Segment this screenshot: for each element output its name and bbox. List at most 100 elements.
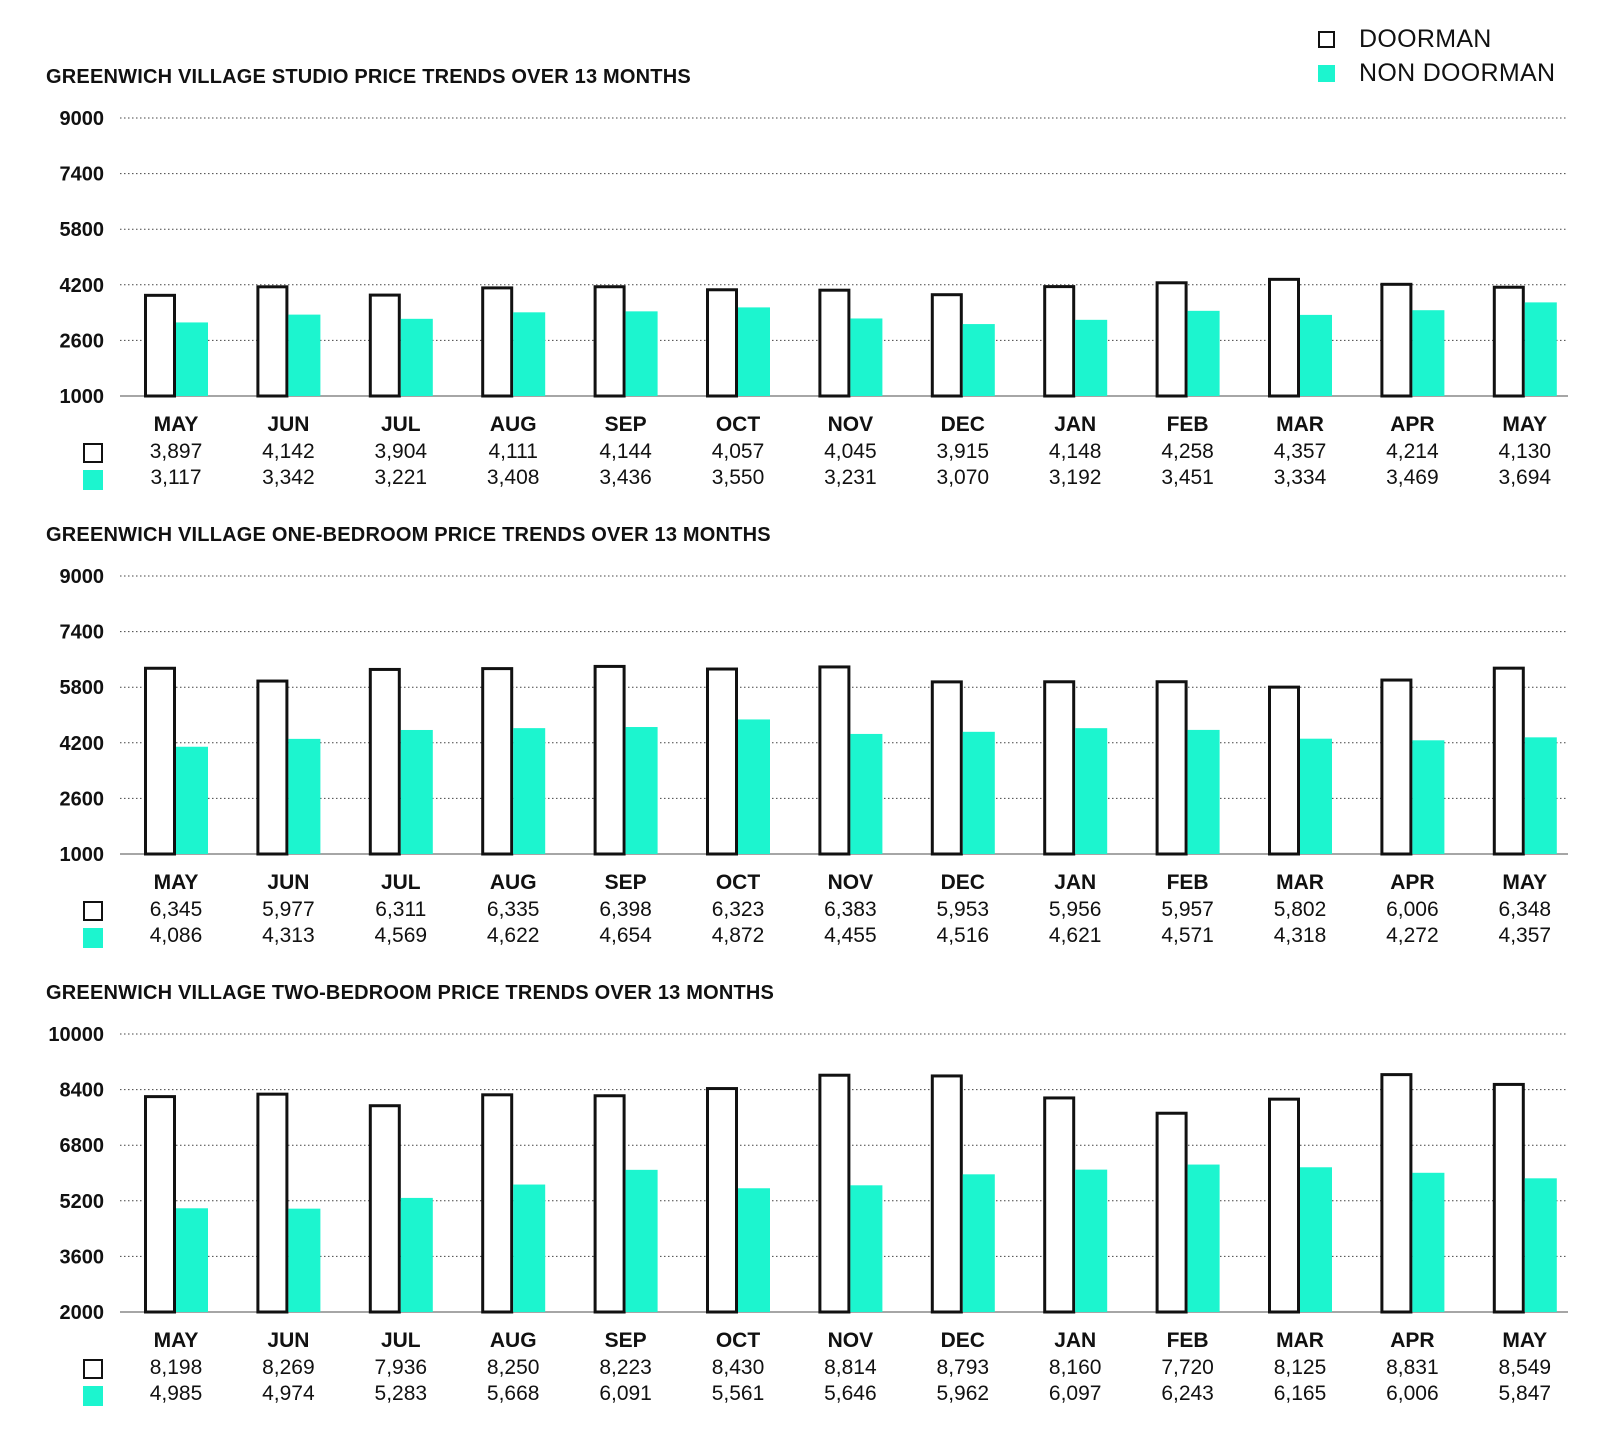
bar-nondoorman[interactable]: [176, 746, 208, 854]
bar-doorman[interactable]: [256, 679, 289, 856]
data-label-doorman: 4,144: [599, 440, 652, 463]
bar-doorman[interactable]: [706, 667, 738, 856]
bar-nondoorman[interactable]: [1075, 1169, 1108, 1312]
bar-doorman[interactable]: [481, 667, 514, 856]
bar-nondoorman[interactable]: [1075, 319, 1108, 396]
bar-nondoorman[interactable]: [1187, 729, 1220, 854]
bar-nondoorman[interactable]: [288, 1208, 321, 1312]
bar-doorman[interactable]: [1268, 277, 1300, 398]
bar-nondoorman[interactable]: [400, 1197, 433, 1312]
bar-doorman[interactable]: [1380, 678, 1413, 856]
bar-doorman[interactable]: [1268, 1097, 1300, 1314]
bar-nondoorman[interactable]: [513, 1184, 546, 1312]
bar-doorman[interactable]: [930, 680, 963, 856]
y-tick-label: 9000: [60, 108, 105, 130]
bar-nondoorman[interactable]: [513, 728, 546, 854]
bar-nondoorman[interactable]: [738, 719, 770, 854]
bar-doorman[interactable]: [256, 285, 289, 398]
x-category-label: MAR: [1276, 1329, 1324, 1352]
data-label-nondoorman: 6,006: [1386, 1382, 1439, 1405]
bar-doorman[interactable]: [368, 1104, 401, 1314]
bar-doorman[interactable]: [706, 288, 738, 398]
x-category-label: JUL: [381, 1329, 421, 1352]
bar-doorman[interactable]: [593, 664, 626, 856]
bar-nondoorman[interactable]: [850, 1185, 883, 1312]
bar-nondoorman[interactable]: [1412, 740, 1445, 854]
bar-nondoorman[interactable]: [1412, 1172, 1445, 1312]
bar-doorman[interactable]: [1492, 285, 1525, 398]
bar-doorman[interactable]: [1380, 1073, 1413, 1314]
bar-doorman[interactable]: [706, 1087, 738, 1314]
bar-nondoorman[interactable]: [400, 729, 433, 854]
bar-nondoorman[interactable]: [1187, 310, 1220, 396]
data-label-nondoorman: 3,117: [151, 466, 202, 489]
bar-doorman[interactable]: [1155, 281, 1188, 398]
bar-nondoorman[interactable]: [625, 311, 658, 396]
bar-doorman[interactable]: [1492, 1082, 1525, 1314]
bar-doorman[interactable]: [1155, 680, 1188, 856]
bar-nondoorman[interactable]: [176, 322, 208, 396]
bar-doorman[interactable]: [481, 1093, 514, 1314]
bar-doorman[interactable]: [1492, 666, 1525, 856]
bar-nondoorman[interactable]: [1187, 1164, 1220, 1312]
bar-doorman[interactable]: [1043, 680, 1076, 856]
bar-doorman[interactable]: [593, 1094, 626, 1314]
bar-nondoorman[interactable]: [738, 307, 770, 396]
bar-doorman[interactable]: [1268, 685, 1300, 856]
bar-nondoorman[interactable]: [1524, 302, 1557, 396]
data-label-nondoorman: 3,436: [599, 466, 652, 489]
bar-doorman[interactable]: [368, 667, 401, 856]
bar-nondoorman[interactable]: [1075, 728, 1108, 854]
bar-doorman[interactable]: [1043, 1096, 1076, 1314]
bar-nondoorman[interactable]: [288, 314, 321, 396]
data-label-nondoorman: 5,561: [712, 1382, 765, 1405]
bar-nondoorman[interactable]: [1524, 737, 1557, 854]
bar-doorman[interactable]: [818, 288, 851, 398]
bar-doorman[interactable]: [818, 1073, 851, 1314]
x-category-label: OCT: [716, 1329, 761, 1352]
x-category-label: MAY: [154, 871, 199, 894]
bar-nondoorman[interactable]: [1412, 310, 1445, 396]
bar-doorman[interactable]: [1155, 1111, 1188, 1314]
chart-title: GREENWICH VILLAGE TWO-BEDROOM PRICE TREN…: [46, 982, 774, 1004]
bar-nondoorman[interactable]: [962, 1174, 995, 1312]
bar-nondoorman[interactable]: [176, 1208, 208, 1312]
bar-doorman[interactable]: [481, 286, 514, 398]
bar-nondoorman[interactable]: [1300, 738, 1332, 854]
bar-doorman[interactable]: [930, 293, 963, 398]
bar-nondoorman[interactable]: [400, 318, 433, 396]
bar-nondoorman[interactable]: [1300, 1167, 1332, 1312]
bar-nondoorman[interactable]: [850, 733, 883, 854]
bar-doorman[interactable]: [930, 1074, 963, 1314]
bar-nondoorman[interactable]: [1300, 314, 1332, 396]
bar-nondoorman[interactable]: [962, 731, 995, 854]
bar-doorman[interactable]: [144, 1095, 176, 1314]
x-category-label: MAY: [154, 413, 199, 436]
bar-nondoorman[interactable]: [850, 318, 883, 396]
bar-nondoorman[interactable]: [962, 324, 995, 396]
bar-doorman[interactable]: [368, 293, 401, 398]
bar-doorman[interactable]: [1043, 285, 1076, 398]
bar-doorman[interactable]: [256, 1092, 289, 1314]
data-label-nondoorman: 3,342: [262, 466, 315, 489]
bar-nondoorman[interactable]: [625, 1169, 658, 1312]
bar-doorman[interactable]: [144, 666, 176, 856]
data-label-doorman: 3,904: [375, 440, 428, 463]
bar-nondoorman[interactable]: [513, 312, 546, 396]
data-label-nondoorman: 5,646: [824, 1382, 877, 1405]
data-label-nondoorman: 3,070: [937, 466, 990, 489]
bar-nondoorman[interactable]: [625, 727, 658, 854]
bar-doorman[interactable]: [593, 285, 626, 398]
bar-nondoorman[interactable]: [1524, 1178, 1557, 1312]
x-category-label: JAN: [1054, 413, 1096, 436]
data-label-doorman: 6,335: [487, 898, 540, 921]
bar-doorman[interactable]: [1380, 282, 1413, 398]
bar-nondoorman[interactable]: [288, 738, 321, 854]
legend: DOORMAN NON DOORMAN: [1318, 22, 1588, 90]
data-label-nondoorman: 3,469: [1386, 466, 1439, 489]
legend-item-nondoorman: NON DOORMAN: [1318, 56, 1588, 90]
bar-doorman[interactable]: [144, 293, 176, 398]
data-label-doorman: 4,130: [1499, 440, 1552, 463]
bar-doorman[interactable]: [818, 665, 851, 856]
bar-nondoorman[interactable]: [738, 1188, 770, 1312]
